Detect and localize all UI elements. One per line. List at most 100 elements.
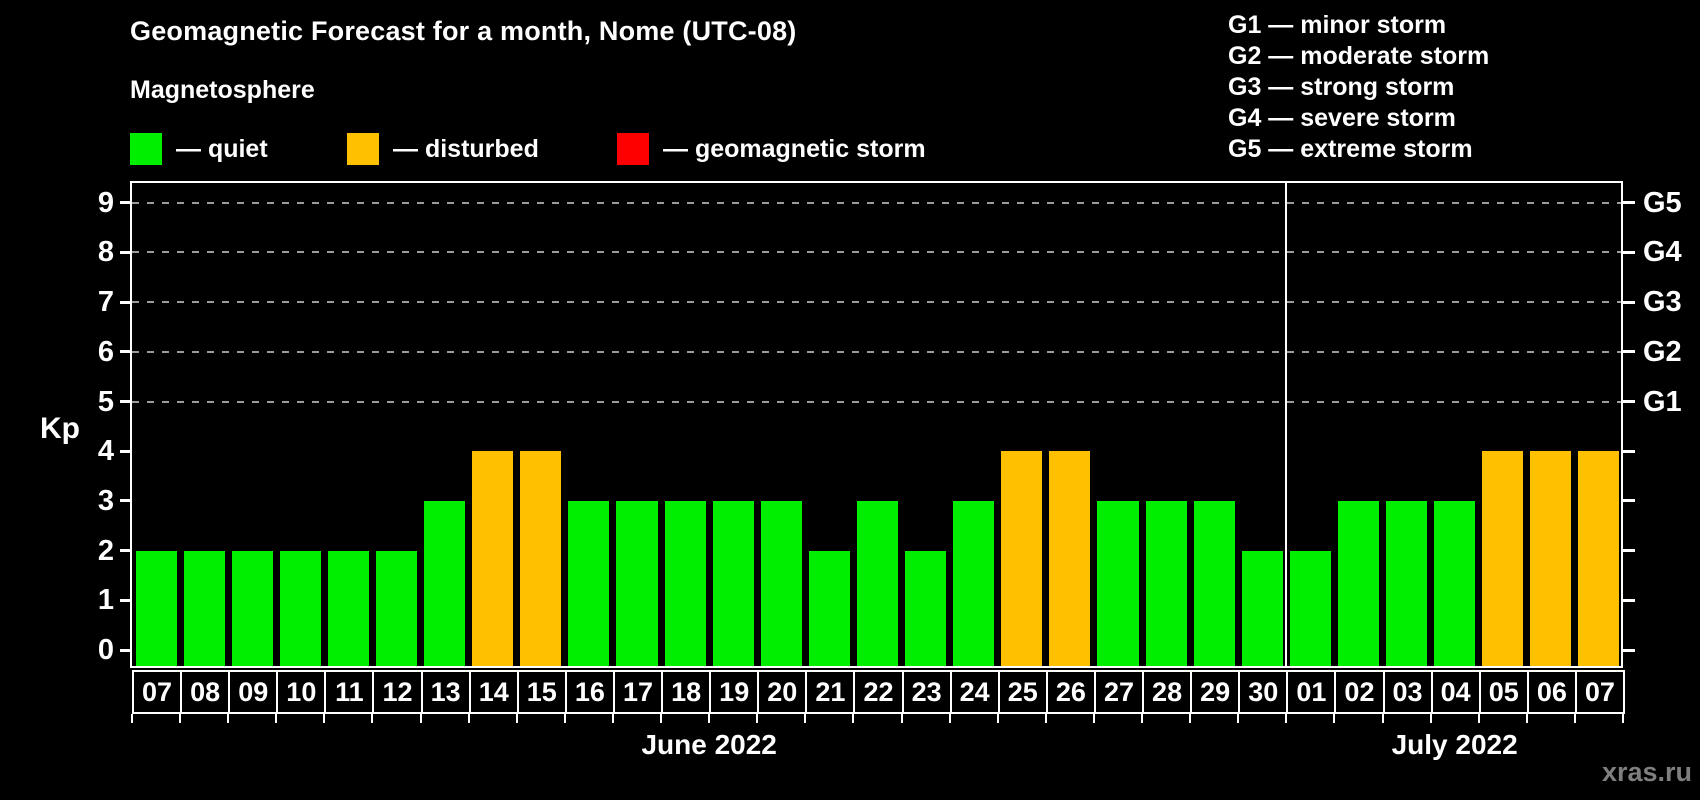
x-boundary-tick [900, 714, 903, 723]
bar-day-29-m1 [1193, 500, 1235, 668]
bar-day-14-m1 [472, 451, 514, 668]
x-boundary-tick [804, 714, 807, 723]
y-tick-label-5: 5 [97, 385, 114, 418]
bar-day-16-m1 [568, 500, 610, 668]
y-tick-label-2: 2 [97, 534, 114, 567]
bar-day-04-m2 [1434, 500, 1476, 668]
watermark: xras.ru [1601, 757, 1692, 787]
x-boundary-tick [611, 714, 614, 723]
bar-day-10-m1 [279, 550, 321, 668]
g-scale-line-g5: G5 — extreme storm [1228, 135, 1473, 163]
x-boundary-tick [1477, 714, 1480, 723]
y-tick-right-5 [1623, 400, 1635, 403]
bar-day-24-m1 [953, 500, 995, 668]
y-tick-left-7 [120, 300, 132, 304]
x-day-cell-26: 26 [1045, 670, 1096, 714]
bar-day-15-m1 [520, 451, 562, 668]
bar-day-23-m1 [905, 550, 947, 668]
x-day-cell-19: 19 [709, 670, 760, 714]
y-tick-right-9 [1623, 201, 1635, 205]
bar-day-17-m1 [616, 500, 658, 668]
bar-day-21-m1 [808, 550, 850, 668]
y-tick-left-9 [120, 201, 132, 205]
legend-swatch-quiet-icon [130, 133, 162, 165]
legend-label: — disturbed [393, 134, 539, 163]
bar-day-08-m1 [183, 550, 225, 668]
x-day-cell-23: 23 [901, 670, 952, 714]
x-day-cell-20: 20 [757, 670, 808, 714]
x-day-cell-01: 01 [1286, 670, 1337, 714]
x-day-cell-10: 10 [276, 670, 327, 714]
x-day-cell-25: 25 [997, 670, 1048, 714]
y-tick-label-3: 3 [97, 484, 114, 517]
x-boundary-tick [708, 714, 711, 723]
x-day-cell-05: 05 [1478, 670, 1529, 714]
g-scale-line-g2: G2 — moderate storm [1228, 42, 1490, 70]
legend-swatch-disturbed-icon [347, 133, 379, 165]
g-axis-label-g4: G4 [1643, 236, 1682, 269]
x-day-cell-11: 11 [324, 670, 375, 714]
x-boundary-tick [1381, 714, 1384, 723]
x-boundary-tick [1573, 714, 1576, 723]
x-boundary-tick [275, 714, 278, 723]
bar-day-22-m1 [856, 500, 899, 668]
x-boundary-tick [1333, 714, 1336, 723]
month-separator-line [1285, 183, 1288, 668]
plot-area [132, 183, 1623, 668]
x-day-cell-18: 18 [661, 670, 712, 714]
x-day-cell-15: 15 [516, 670, 567, 714]
x-day-cell-16: 16 [564, 670, 615, 714]
y-tick-right-1 [1623, 598, 1635, 602]
bar-day-27-m1 [1097, 500, 1139, 668]
bar-day-02-m2 [1337, 500, 1379, 668]
month-label-july: July 2022 [1391, 729, 1518, 760]
g-scale-line-g4: G4 — severe storm [1228, 104, 1456, 132]
x-boundary-tick [1622, 714, 1624, 723]
x-day-cell-07: 07 [1574, 670, 1625, 714]
bar-day-25-m1 [1001, 451, 1043, 668]
y-tick-right-0 [1623, 648, 1635, 652]
x-boundary-tick [419, 714, 422, 723]
y-tick-left-4 [120, 449, 132, 453]
y-tick-label-6: 6 [97, 335, 114, 368]
x-boundary-tick [1044, 714, 1047, 723]
legend-item-storm: — geomagnetic storm [617, 132, 926, 166]
x-day-cell-22: 22 [853, 670, 904, 714]
y-tick-left-2 [120, 549, 132, 553]
x-boundary-tick [948, 714, 951, 723]
g-axis-label-g1: G1 [1643, 385, 1682, 418]
x-day-cell-08: 08 [180, 670, 231, 714]
chart-subtitle: Magnetosphere [130, 76, 315, 104]
x-day-cell-03: 03 [1382, 670, 1433, 714]
x-day-cell-06: 06 [1526, 670, 1577, 714]
y-tick-label-8: 8 [97, 236, 114, 269]
bar-day-11-m1 [327, 550, 369, 668]
gridline-kp-8 [132, 251, 1623, 254]
g-scale-legend: G1 — minor storm G2 — moderate storm G3 — … [1228, 10, 1489, 165]
y-tick-label-0: 0 [97, 634, 114, 666]
x-boundary-tick [1092, 714, 1095, 723]
g-scale-line-g1: G1 — minor storm [1228, 11, 1447, 39]
x-boundary-tick [1237, 714, 1240, 723]
x-axis-day-labels: 07 08 09 10 11 12 13 14 15 16 17 18 19 20 21 22 23 24 25 26… [132, 670, 1625, 714]
x-day-cell-17: 17 [612, 670, 664, 714]
y-tick-right-2 [1623, 549, 1635, 553]
x-boundary-tick [996, 714, 999, 723]
x-boundary-tick [131, 714, 133, 723]
x-day-cell-13: 13 [420, 670, 471, 714]
x-boundary-tick [515, 714, 518, 723]
x-boundary-tick [1285, 714, 1288, 723]
bar-day-26-m1 [1049, 451, 1091, 668]
legend-label: — quiet [176, 134, 268, 163]
gridline-kp-9 [132, 201, 1623, 204]
y-tick-right-6 [1623, 350, 1635, 354]
g-axis-label-g2: G2 [1643, 335, 1682, 368]
y-tick-label-4: 4 [97, 435, 114, 468]
bar-day-28-m1 [1145, 500, 1187, 668]
y-tick-right-3 [1623, 499, 1635, 503]
y-tick-right-8 [1623, 250, 1635, 254]
y-tick-right-4 [1623, 449, 1635, 453]
y-tick-label-9: 9 [97, 186, 114, 219]
x-boundary-tick [1525, 714, 1528, 723]
